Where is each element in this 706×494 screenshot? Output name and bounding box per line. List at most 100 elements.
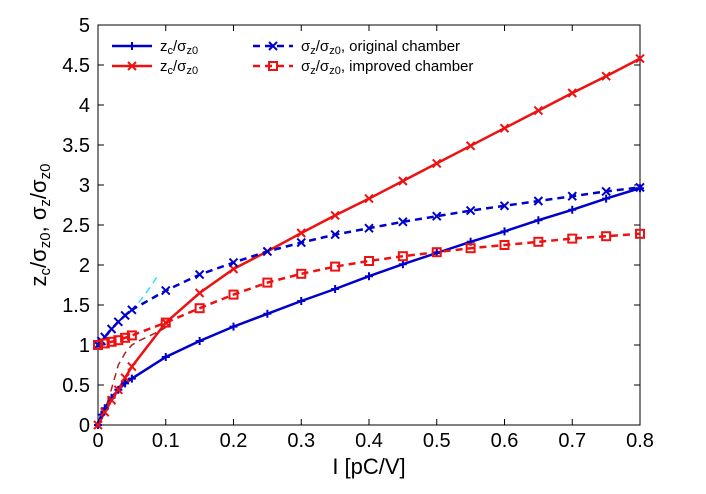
data-point-series-3 <box>635 228 645 239</box>
legend-label-part: z <box>160 38 168 55</box>
data-point-series-2 <box>465 205 476 216</box>
data-point-series-2 <box>533 196 544 206</box>
x-tick-label: 0.4 <box>355 430 383 452</box>
legend-label-1: zc/σz0 <box>160 58 198 77</box>
data-point-series-1 <box>113 385 124 395</box>
legend-label-part: /σ <box>316 38 330 55</box>
data-point-series-3 <box>262 277 273 288</box>
y-label-part: z0 <box>37 232 54 248</box>
data-point-series-1 <box>93 420 103 430</box>
data-point-series-2 <box>635 182 645 193</box>
y-tick-label: 1.5 <box>62 295 90 317</box>
data-point-series-0 <box>121 379 130 388</box>
data-point-series-3 <box>364 256 374 266</box>
axis-ticks: 0 0.1 0.2 0.3 0.4 0.5 0.6 0.7 0.8 0 0.5 1 1.5 2 2.5 3 3.… <box>62 15 654 452</box>
data-point-series-2 <box>106 324 117 334</box>
data-point-series-0 <box>331 285 340 293</box>
data-point-series-1 <box>296 228 306 238</box>
x-tick-label: 0.3 <box>287 430 315 452</box>
legend-label-2: σz/σz0, original chamber <box>301 38 460 57</box>
data-point-series-0 <box>161 353 170 361</box>
series-markers <box>93 53 645 430</box>
data-point-series-3 <box>431 247 442 258</box>
data-point-series-0 <box>365 272 373 281</box>
y-label-part: z0 <box>37 164 54 180</box>
data-point-series-0 <box>195 337 204 345</box>
data-point-series-3 <box>567 233 578 244</box>
data-point-series-2 <box>364 223 374 233</box>
y-axis-label: zc/σz0, σz/σz0 <box>26 164 54 287</box>
data-point-series-2 <box>194 269 205 280</box>
data-point-series-2 <box>228 257 239 268</box>
data-point-series-1 <box>194 288 205 298</box>
y-label-part: /σ <box>26 179 51 199</box>
legend-label-part: z0 <box>329 45 341 57</box>
x-tick-label: 0 <box>92 430 103 452</box>
y-tick-label: 0 <box>79 415 90 437</box>
data-point-series-2 <box>432 211 442 221</box>
data-point-series-3 <box>397 251 408 262</box>
data-point-series-0 <box>263 309 272 318</box>
data-point-series-2 <box>127 305 137 315</box>
series-line-3 <box>97 232 641 347</box>
legend-label-part: c <box>168 65 174 77</box>
legend-label-part: z <box>160 58 168 75</box>
data-point-series-3 <box>533 236 544 247</box>
legend-label-part: /σ <box>173 38 187 55</box>
data-point-series-3 <box>465 243 476 254</box>
data-point-series-3 <box>499 240 510 250</box>
data-point-series-3 <box>99 338 110 349</box>
data-point-series-1 <box>533 105 544 116</box>
data-point-series-1 <box>465 141 476 151</box>
legend-label-part: z <box>310 45 316 57</box>
x-tick-label: 0.7 <box>558 430 586 452</box>
series-line-2 <box>97 186 641 346</box>
data-point-series-1 <box>364 193 374 204</box>
x-tick-label: 0.5 <box>423 430 451 452</box>
y-label-part: /σ <box>26 248 51 268</box>
data-point-series-0 <box>297 297 306 305</box>
data-point-series-1 <box>398 176 408 186</box>
data-point-series-0 <box>568 205 577 214</box>
y-tick-label: 4 <box>79 95 90 117</box>
legend-label-part: /σ <box>316 58 330 75</box>
data-point-series-2 <box>161 285 171 296</box>
data-point-series-3 <box>106 336 117 347</box>
data-point-series-0 <box>602 194 611 203</box>
data-point-series-1 <box>106 395 117 405</box>
data-point-series-3 <box>126 330 137 341</box>
data-point-series-3 <box>120 332 131 343</box>
legend-marker-0 <box>128 42 136 50</box>
series-line-4 <box>138 273 160 304</box>
data-point-series-3 <box>330 261 341 272</box>
legend-label-part: z0 <box>329 65 341 77</box>
data-point-series-1 <box>100 407 110 417</box>
legend-label-0: zc/σz0 <box>160 38 198 57</box>
plot-frame <box>97 24 641 426</box>
legend-marker-2 <box>268 41 278 51</box>
legend-label-part: σ <box>301 58 311 75</box>
y-label-part: c <box>37 267 54 275</box>
y-label-part: , σ <box>26 206 51 232</box>
data-point-series-2 <box>567 191 577 201</box>
data-point-series-0 <box>127 374 136 383</box>
data-point-series-1 <box>432 158 442 169</box>
data-point-series-1 <box>567 88 577 98</box>
data-point-series-2 <box>398 217 408 227</box>
y-tick-label: 4.5 <box>62 55 90 77</box>
series-line-0 <box>96 187 641 426</box>
data-point-series-2 <box>262 246 273 257</box>
data-point-series-2 <box>601 186 611 197</box>
data-point-series-1 <box>635 53 645 64</box>
x-tick-label: 0.8 <box>626 430 654 452</box>
x-tick-label: 0.6 <box>491 430 519 452</box>
y-tick-label: 1 <box>79 335 90 357</box>
y-tick-label: 2.5 <box>62 215 90 237</box>
y-tick-label: 3.5 <box>62 135 90 157</box>
y-label-part: z <box>26 275 51 286</box>
legend-label-part: /σ <box>173 58 187 75</box>
data-point-series-1 <box>127 361 137 372</box>
y-tick-label: 0.5 <box>62 375 90 397</box>
series-line-1 <box>96 57 641 426</box>
